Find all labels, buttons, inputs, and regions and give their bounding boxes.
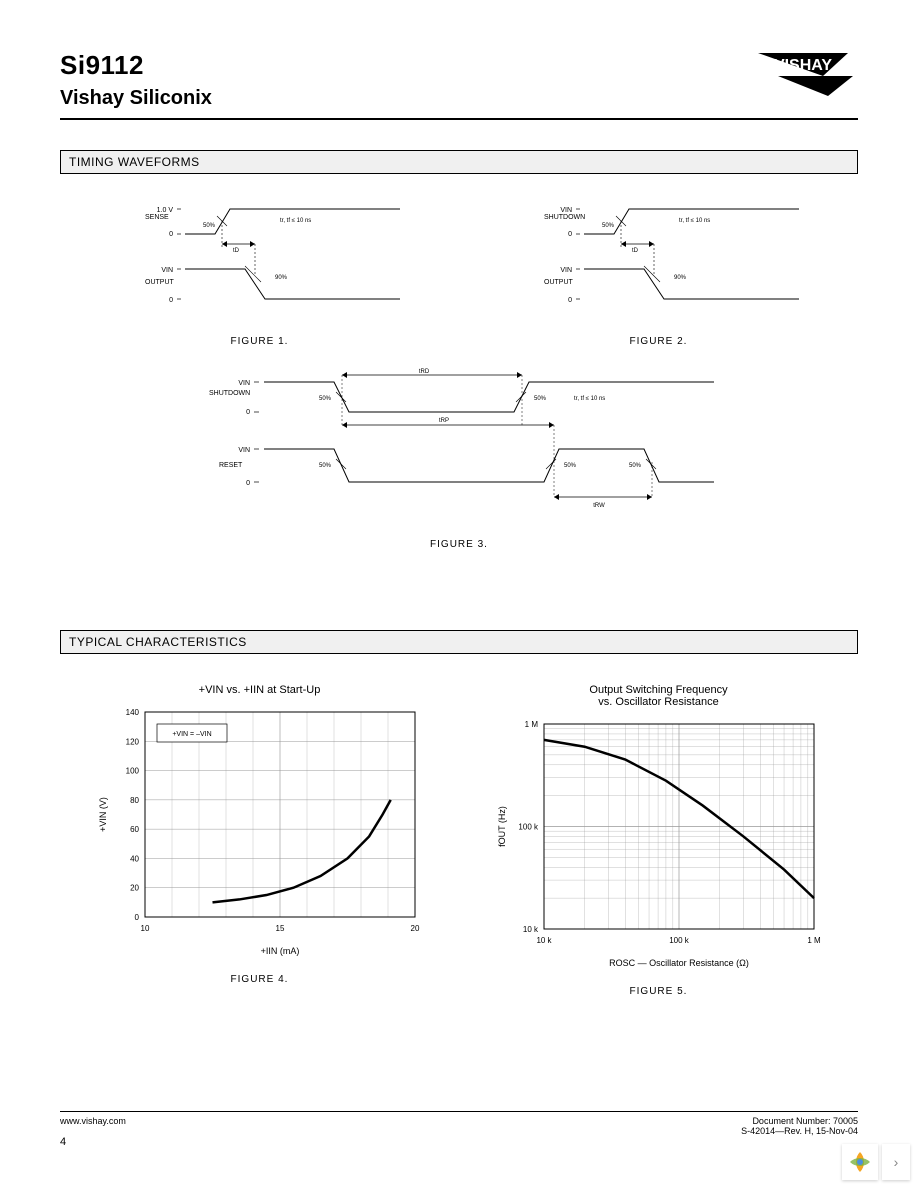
svg-text:1 M: 1 M xyxy=(524,720,538,729)
svg-text:0: 0 xyxy=(246,480,250,487)
svg-text:0: 0 xyxy=(169,231,173,238)
timing-figures-row-2: VIN SHUTDOWN 0 50% 50% tr, tf ≤ 10 ns tRD tRP VI… xyxy=(60,367,858,550)
svg-text:50%: 50% xyxy=(319,396,332,402)
svg-text:40: 40 xyxy=(130,854,139,863)
svg-text:60: 60 xyxy=(130,825,139,834)
figure-1: 1.0 VSENSE 0 50% tr, tf ≤ 10 ns tD VIN OUTPUT 0… xyxy=(110,194,410,347)
charts-row: +VIN vs. +IIN at Start-Up 10 15 20 0 20 40 60 8… xyxy=(60,684,858,997)
svg-text:tRD: tRD xyxy=(419,369,430,375)
svg-text:1 M: 1 M xyxy=(807,936,821,945)
figure-4: +VIN vs. +IIN at Start-Up 10 15 20 0 20 40 60 8… xyxy=(90,684,430,997)
svg-text:+VIN (V): +VIN (V) xyxy=(98,797,108,832)
svg-text:fOUT (Hz): fOUT (Hz) xyxy=(497,806,507,847)
svg-text:100 k: 100 k xyxy=(518,823,539,832)
svg-text:90%: 90% xyxy=(275,275,288,281)
svg-text:tr, tf ≤ 10 ns: tr, tf ≤ 10 ns xyxy=(574,396,605,402)
svg-text:0: 0 xyxy=(568,297,572,304)
svg-text:50%: 50% xyxy=(319,463,332,469)
svg-text:SHUTDOWN: SHUTDOWN xyxy=(544,214,585,221)
svg-text:tD: tD xyxy=(233,248,240,254)
svg-text:ROSC — Oscillator Resistance (: ROSC — Oscillator Resistance (Ω) xyxy=(609,958,749,968)
svg-text:OUTPUT: OUTPUT xyxy=(145,279,175,286)
widget-logo-icon[interactable] xyxy=(842,1144,878,1180)
svg-text:0: 0 xyxy=(246,409,250,416)
svg-text:10: 10 xyxy=(140,924,149,933)
svg-text:90%: 90% xyxy=(674,275,687,281)
svg-text:tRW: tRW xyxy=(593,503,605,509)
figure-2: VINSHUTDOWN050%tr, tf ≤ 10 nstDVINOUTPUT… xyxy=(509,194,809,347)
figure-1-caption: FIGURE 1. xyxy=(110,336,410,347)
figure-3-caption: FIGURE 3. xyxy=(179,539,739,550)
svg-text:tr, tf ≤ 10 ns: tr, tf ≤ 10 ns xyxy=(679,218,710,224)
widget-next-icon[interactable]: › xyxy=(882,1144,910,1180)
company-name: Vishay Siliconix xyxy=(60,87,858,110)
svg-text:120: 120 xyxy=(125,737,139,746)
svg-text:tRP: tRP xyxy=(439,418,449,424)
svg-text:50%: 50% xyxy=(602,223,615,229)
svg-text:10 k: 10 k xyxy=(522,925,538,934)
svg-text:VIN: VIN xyxy=(560,267,572,274)
logo-text: VISHAY xyxy=(774,57,832,74)
svg-text:100: 100 xyxy=(125,767,139,776)
part-number: Si9112 xyxy=(60,50,858,81)
svg-text:tr, tf ≤ 10 ns: tr, tf ≤ 10 ns xyxy=(280,218,311,224)
figure-5-caption: FIGURE 5. xyxy=(489,986,829,997)
page-footer: www.vishay.com 4 Document Number: 70005 … xyxy=(60,1111,858,1148)
svg-text:15: 15 xyxy=(275,924,284,933)
page-number: 4 xyxy=(60,1136,858,1148)
svg-text:OUTPUT: OUTPUT xyxy=(544,279,574,286)
svg-text:SENSE: SENSE xyxy=(145,214,169,221)
svg-text:RESET: RESET xyxy=(219,462,243,469)
svg-text:0: 0 xyxy=(169,297,173,304)
doc-number: Document Number: 70005 xyxy=(741,1116,858,1126)
svg-text:VIN: VIN xyxy=(238,380,250,387)
svg-text:100 k: 100 k xyxy=(669,936,690,945)
revision: S-42014—Rev. H, 15-Nov-04 xyxy=(741,1126,858,1136)
svg-text:tD: tD xyxy=(632,248,639,254)
svg-text:20: 20 xyxy=(130,884,139,893)
svg-text:VIN: VIN xyxy=(161,267,173,274)
svg-text:+VIN = –VIN: +VIN = –VIN xyxy=(172,731,211,738)
svg-text:10 k: 10 k xyxy=(536,936,552,945)
svg-text:50%: 50% xyxy=(203,223,216,229)
viewer-widget[interactable]: › xyxy=(842,1144,910,1180)
vishay-logo: VISHAY xyxy=(748,48,858,103)
svg-text:50%: 50% xyxy=(564,463,577,469)
figure-2-caption: FIGURE 2. xyxy=(509,336,809,347)
svg-text:VIN: VIN xyxy=(238,447,250,454)
figure-5-title: Output Switching Frequency vs. Oscillato… xyxy=(489,684,829,708)
svg-text:50%: 50% xyxy=(534,396,547,402)
typical-section-header: TYPICAL CHARACTERISTICS xyxy=(60,630,858,654)
svg-text:+IIN (mA): +IIN (mA) xyxy=(260,946,299,956)
svg-text:0: 0 xyxy=(134,913,139,922)
footer-url: www.vishay.com xyxy=(60,1116,858,1126)
svg-text:0: 0 xyxy=(568,231,572,238)
svg-text:20: 20 xyxy=(410,924,419,933)
timing-figures-row-1: 1.0 VSENSE 0 50% tr, tf ≤ 10 ns tD VIN OUTPUT 0… xyxy=(60,194,858,347)
timing-section-header: TIMING WAVEFORMS xyxy=(60,150,858,174)
page-header: Si9112 Vishay Siliconix VISHAY xyxy=(60,50,858,120)
figure-5: Output Switching Frequency vs. Oscillato… xyxy=(489,684,829,997)
svg-text:VIN: VIN xyxy=(560,207,572,214)
svg-text:140: 140 xyxy=(125,708,139,717)
figure-3: VIN SHUTDOWN 0 50% 50% tr, tf ≤ 10 ns tRD tRP VI… xyxy=(179,367,739,550)
svg-text:80: 80 xyxy=(130,796,139,805)
svg-text:50%: 50% xyxy=(629,463,642,469)
figure-4-title: +VIN vs. +IIN at Start-Up xyxy=(90,684,430,696)
svg-text:SHUTDOWN: SHUTDOWN xyxy=(209,390,250,397)
figure-4-caption: FIGURE 4. xyxy=(90,974,430,985)
svg-text:1.0 V: 1.0 V xyxy=(156,207,173,214)
